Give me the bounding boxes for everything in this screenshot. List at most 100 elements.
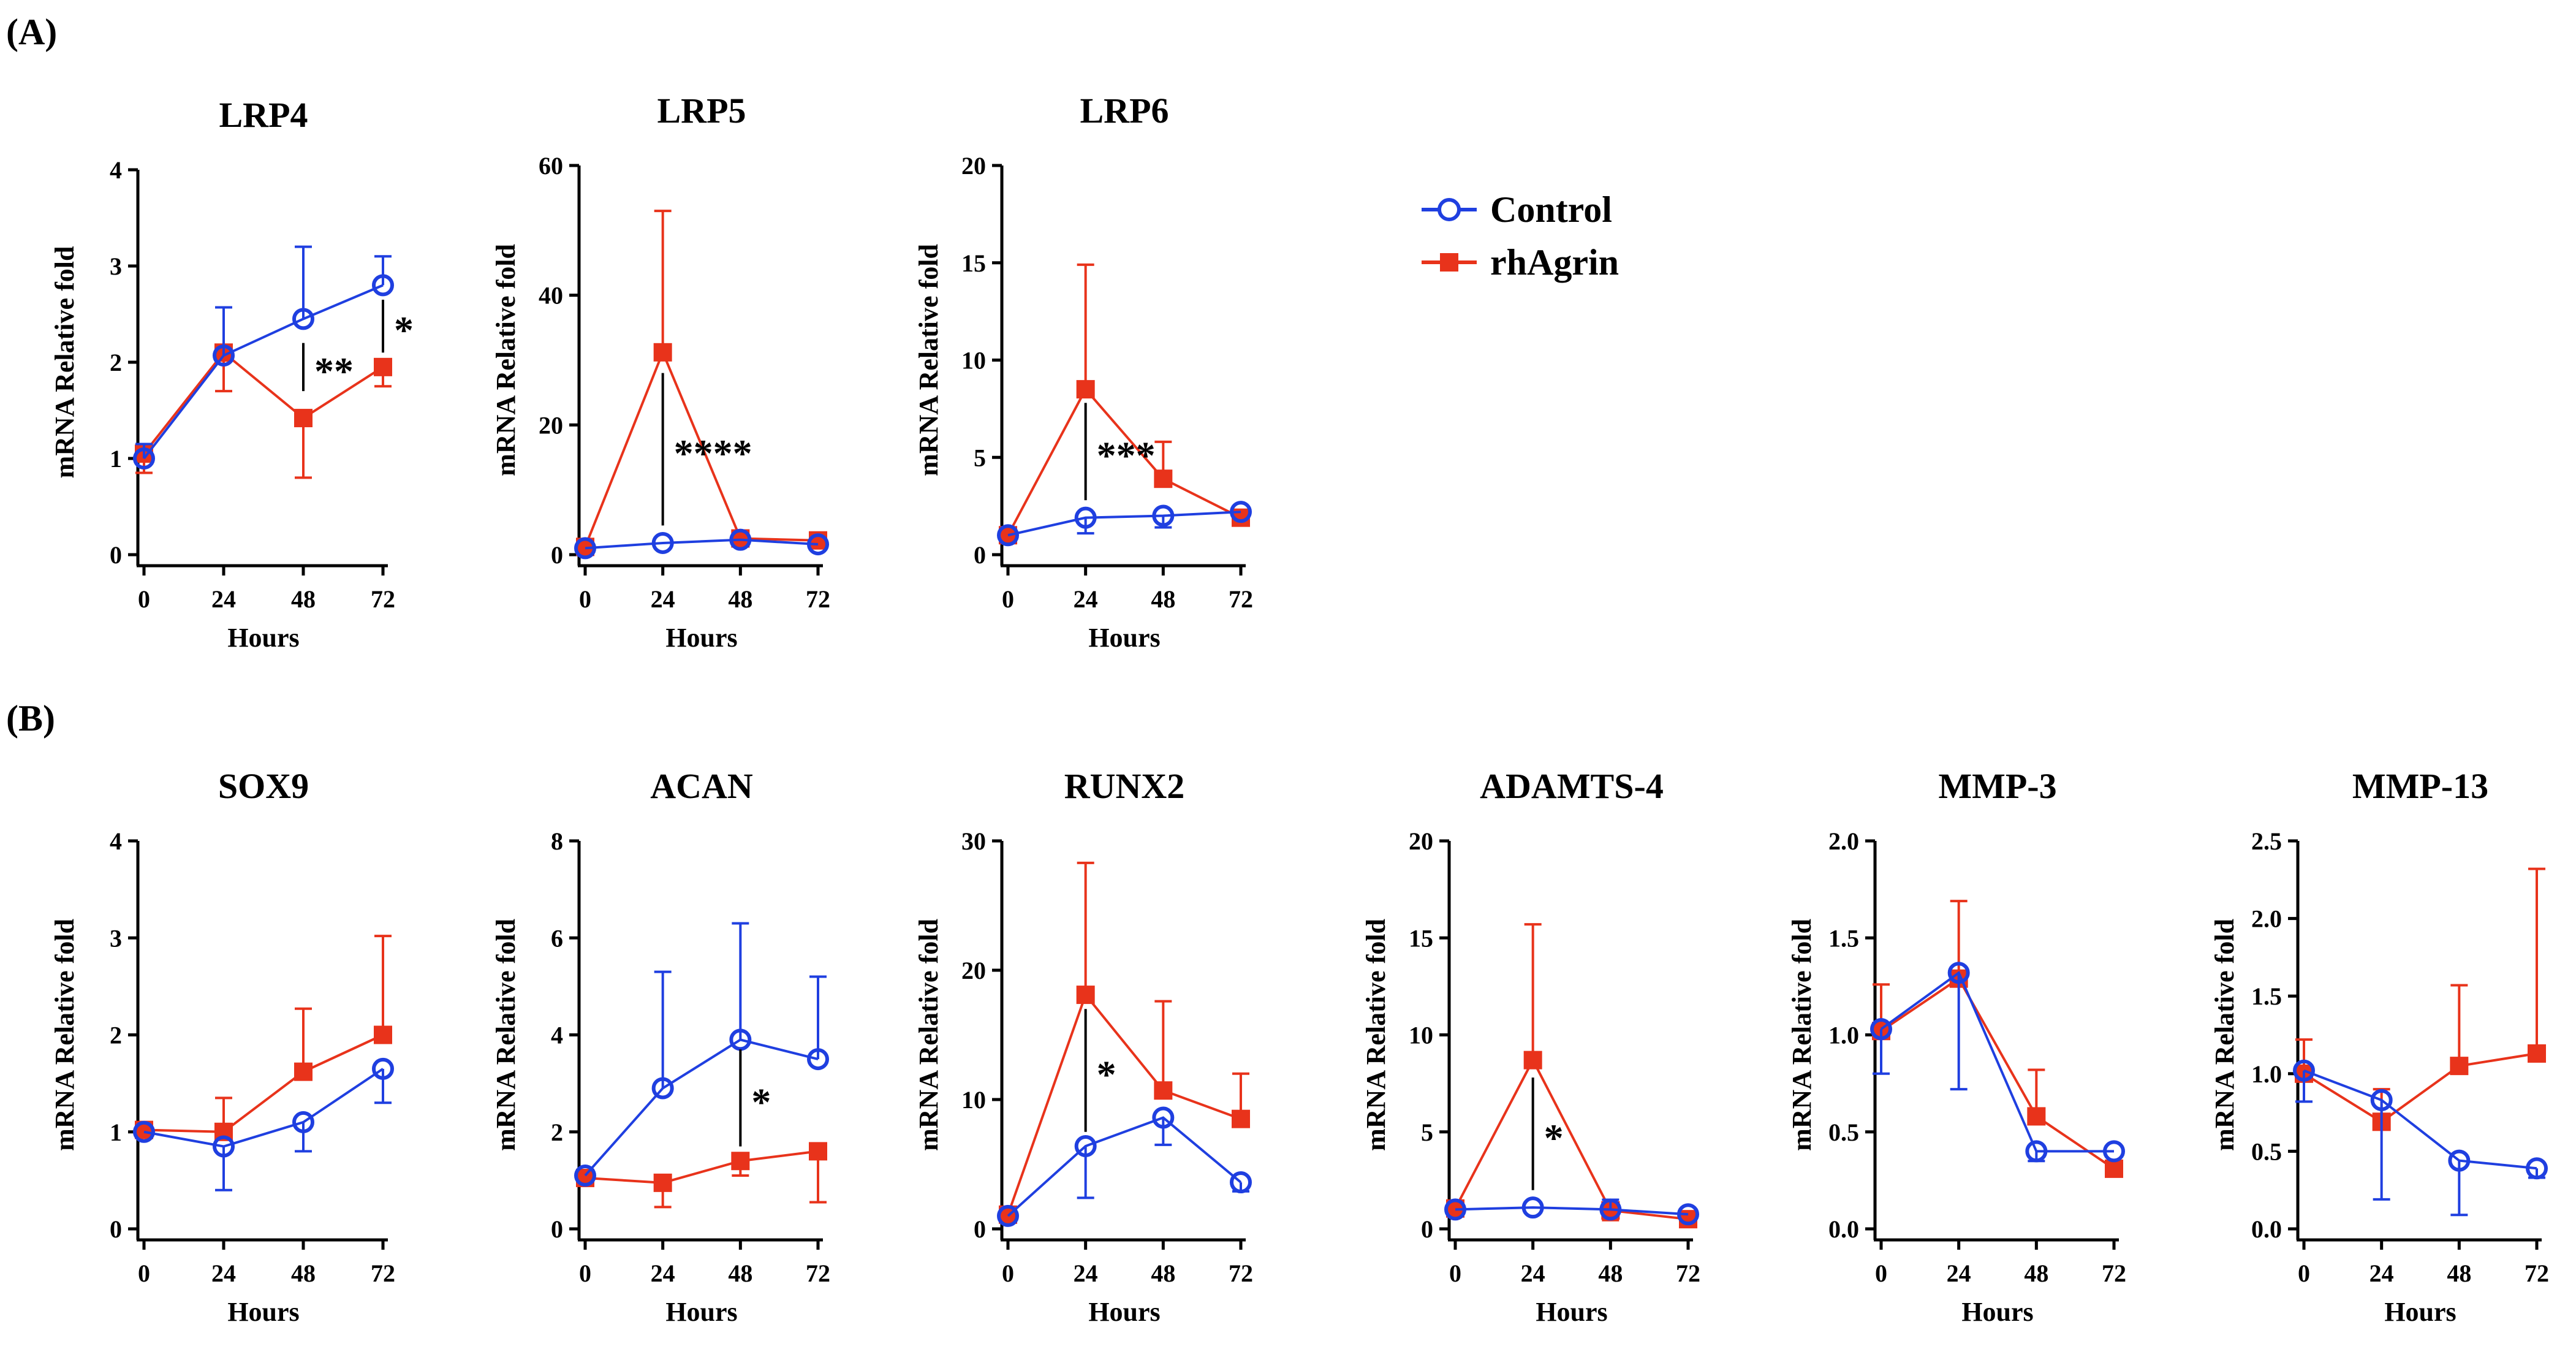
- y-axis-title: mRNA Relative fold: [914, 244, 944, 476]
- chart-adamts-4: ADAMTS-4 0 5 10 15 20 0 24 48 72 Hours mRNA Relativ…: [1361, 766, 1700, 1327]
- chart-mmp-13: MMP-13 0.0 0.5 1.0 1.5 2.0 2.5 0 24 48 72 Hours mRNA…: [2210, 766, 2549, 1327]
- data-point-rhagrin: [653, 1173, 672, 1192]
- data-point-control: [651, 531, 674, 554]
- x-tick-label: 0: [579, 585, 591, 613]
- y-tick-label: 5: [1421, 1119, 1433, 1146]
- data-point-rhagrin: [809, 1142, 827, 1161]
- y-tick-label: 0.0: [2251, 1215, 2282, 1243]
- data-point-control: [574, 537, 596, 560]
- x-tick-label: 72: [806, 585, 830, 613]
- series-control: [997, 501, 1252, 547]
- data-point-rhagrin: [294, 1062, 313, 1081]
- x-axis-title: Hours: [227, 623, 299, 653]
- data-point-rhagrin: [374, 1025, 392, 1044]
- significance-label: ***: [1097, 434, 1156, 477]
- series-control: [574, 922, 829, 1187]
- y-tick-label: 10: [1409, 1022, 1433, 1049]
- data-point-rhagrin: [1154, 1081, 1173, 1100]
- y-tick-label: 30: [961, 827, 986, 855]
- y-tick-label: 0: [974, 1215, 986, 1243]
- y-tick-label: 40: [539, 282, 563, 310]
- x-axis-title: Hours: [2384, 1297, 2456, 1327]
- data-point-control: [574, 1164, 596, 1187]
- x-tick-label: 24: [211, 585, 236, 613]
- data-point-control: [1074, 1134, 1097, 1157]
- series-line: [1007, 511, 1241, 537]
- series-rhagrin: [999, 263, 1250, 545]
- data-point-control: [1870, 1018, 1892, 1041]
- panel-label-a: (A): [6, 12, 57, 52]
- chart-mmp-3: MMP-3 0.0 0.5 1.0 1.5 2.0 0 24 48 72 Hours mRNA Rel…: [1787, 766, 2126, 1327]
- x-tick-label: 48: [2447, 1260, 2471, 1287]
- x-tick-label: 48: [728, 1260, 752, 1287]
- data-point-control: [133, 1120, 155, 1143]
- y-axis-title: mRNA Relative fold: [1361, 919, 1391, 1151]
- y-tick-label: 4: [110, 156, 122, 184]
- series-line: [143, 1033, 384, 1133]
- chart-title: MMP-13: [2352, 766, 2488, 806]
- data-point-control: [1521, 1196, 1544, 1219]
- x-tick-label: 72: [371, 1260, 395, 1287]
- significance-label: ****: [674, 431, 752, 475]
- y-tick-label: 8: [551, 827, 563, 855]
- x-tick-label: 0: [579, 1260, 591, 1287]
- data-point-control: [133, 447, 155, 469]
- data-point-control: [1230, 1171, 1252, 1194]
- y-axis-title: mRNA Relative fold: [50, 246, 80, 479]
- y-tick-label: 0.0: [1828, 1215, 1859, 1243]
- x-tick-label: 48: [291, 1260, 316, 1287]
- data-point-control: [292, 1111, 314, 1133]
- x-tick-label: 0: [2298, 1260, 2310, 1287]
- x-tick-label: 48: [291, 585, 316, 613]
- data-point-control: [292, 308, 314, 330]
- series-line: [143, 284, 384, 460]
- y-axis-title: mRNA Relative fold: [491, 244, 521, 476]
- y-tick-label: 1.0: [1828, 1022, 1859, 1049]
- data-point-control: [372, 274, 394, 297]
- data-point-rhagrin: [2528, 1044, 2546, 1063]
- series-control: [1870, 962, 2125, 1163]
- data-point-control: [807, 1048, 829, 1071]
- x-axis-title: Hours: [1088, 1297, 1160, 1327]
- data-point-rhagrin: [374, 357, 392, 376]
- data-point-control: [2025, 1140, 2048, 1163]
- y-tick-label: 2: [110, 349, 122, 376]
- x-axis-title: Hours: [227, 1297, 299, 1327]
- x-tick-label: 24: [2370, 1260, 2394, 1287]
- data-point-rhagrin: [1523, 1051, 1542, 1070]
- x-tick-label: 72: [1229, 585, 1253, 613]
- series-control: [574, 528, 829, 560]
- x-tick-label: 24: [1074, 1260, 1098, 1287]
- series-line: [2303, 1052, 2537, 1123]
- x-tick-label: 48: [728, 585, 752, 613]
- chart-title: LRP5: [657, 91, 746, 131]
- data-point-rhagrin: [1076, 986, 1095, 1005]
- data-point-control: [1074, 506, 1097, 529]
- y-tick-label: 4: [110, 827, 122, 855]
- y-tick-label: 0: [110, 1215, 122, 1243]
- y-tick-label: 20: [539, 411, 563, 439]
- data-point-control: [1230, 501, 1252, 523]
- legend-control-label: Control: [1490, 189, 1612, 230]
- x-axis-title: Hours: [1088, 623, 1160, 653]
- chart-title: MMP-3: [1938, 766, 2056, 806]
- x-axis-title: Hours: [665, 623, 737, 653]
- y-tick-label: 6: [551, 924, 563, 952]
- y-tick-label: 20: [961, 957, 986, 984]
- chart-title: RUNX2: [1064, 766, 1185, 806]
- y-tick-label: 20: [1409, 827, 1433, 855]
- series-line: [1007, 387, 1241, 536]
- x-tick-label: 24: [651, 585, 675, 613]
- data-point-control: [2526, 1157, 2548, 1180]
- data-point-control: [651, 1077, 674, 1100]
- data-point-rhagrin: [653, 343, 672, 362]
- series-control: [997, 1106, 1252, 1227]
- data-point-control: [1152, 504, 1175, 527]
- y-tick-label: 2.0: [2251, 905, 2282, 933]
- y-tick-label: 10: [961, 1086, 986, 1114]
- y-tick-label: 0: [110, 541, 122, 569]
- series-line: [585, 538, 819, 550]
- data-point-control: [2293, 1059, 2315, 1082]
